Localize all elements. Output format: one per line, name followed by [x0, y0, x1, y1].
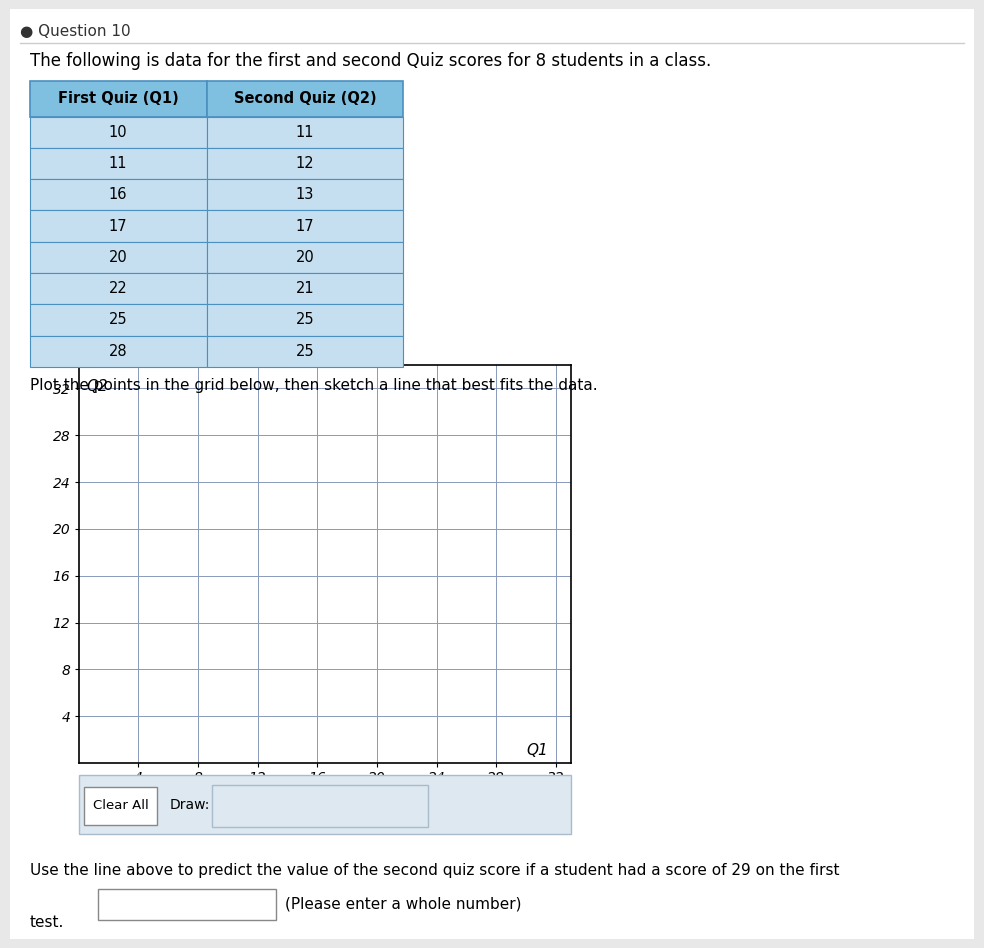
Text: Q2: Q2	[87, 379, 108, 394]
Text: 16: 16	[109, 188, 127, 202]
Text: First Quiz (Q1): First Quiz (Q1)	[58, 91, 178, 106]
Text: test.: test.	[30, 915, 64, 930]
Polygon shape	[399, 793, 414, 818]
Text: 10: 10	[109, 125, 127, 139]
Text: 17: 17	[296, 219, 314, 233]
Text: 20: 20	[295, 250, 315, 264]
Text: Draw:: Draw:	[169, 798, 210, 811]
Text: 20: 20	[108, 250, 128, 264]
Circle shape	[359, 800, 367, 811]
Text: 11: 11	[109, 156, 127, 171]
Text: Plot the points in the grid below, then sketch a line that best fits the data.: Plot the points in the grid below, then …	[30, 378, 597, 393]
Text: 25: 25	[296, 344, 314, 358]
Text: 25: 25	[296, 313, 314, 327]
Text: (Please enter a whole number): (Please enter a whole number)	[285, 897, 522, 912]
Text: ● Question 10: ● Question 10	[20, 24, 130, 39]
Text: 25: 25	[109, 313, 127, 327]
Text: Use the line above to predict the value of the second quiz score if a student ha: Use the line above to predict the value …	[30, 863, 839, 878]
Text: Second Quiz (Q2): Second Quiz (Q2)	[234, 91, 376, 106]
Text: 17: 17	[109, 219, 127, 233]
Text: 11: 11	[296, 125, 314, 139]
Text: The following is data for the first and second Quiz scores for 8 students in a c: The following is data for the first and …	[30, 52, 710, 70]
Text: Q1: Q1	[526, 743, 548, 758]
Text: 22: 22	[108, 282, 128, 296]
Text: 21: 21	[296, 282, 314, 296]
Text: Clear All: Clear All	[92, 799, 149, 812]
Text: 28: 28	[109, 344, 127, 358]
Text: 13: 13	[296, 188, 314, 202]
Text: 12: 12	[296, 156, 314, 171]
